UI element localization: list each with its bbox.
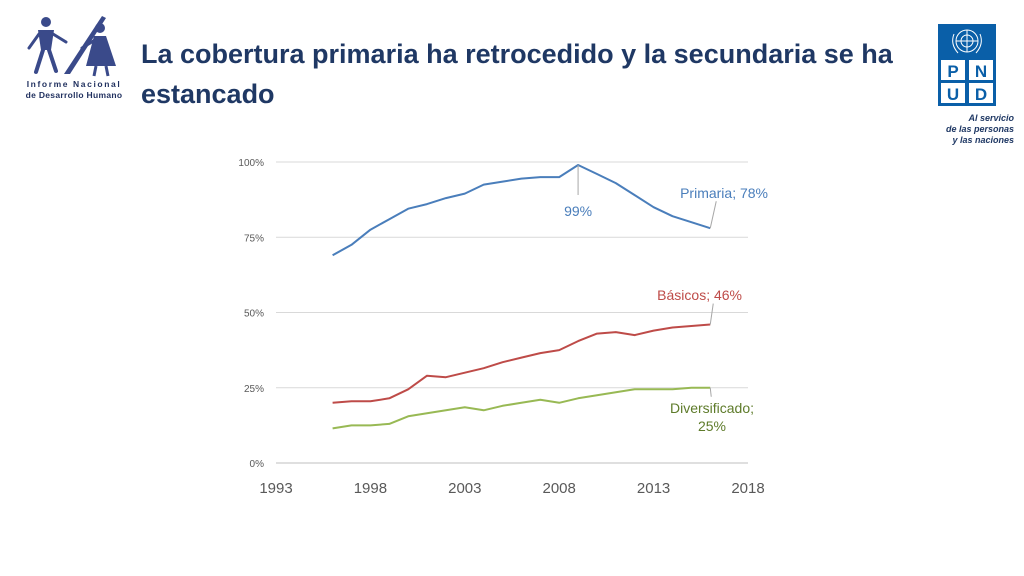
series-line-primaria — [332, 164, 711, 257]
y-tick-label: 25% — [244, 384, 264, 395]
undp-tagline-1: Al servicio — [968, 113, 1014, 123]
page-title: La cobertura primaria ha retrocedido y l… — [141, 39, 893, 109]
x-tick-label: 2018 — [731, 480, 764, 497]
y-tick-label: 100% — [238, 158, 264, 169]
leader-basicos — [709, 303, 714, 325]
x-axis-ticks: 1993 1998 2003 2008 2013 2018 — [259, 480, 764, 497]
y-tick-label: 0% — [250, 459, 265, 470]
x-tick-label: 1998 — [354, 480, 387, 497]
x-tick-label: 2013 — [637, 480, 670, 497]
label-leader-lines — [577, 165, 717, 397]
undp-emblem-icon: P N U D — [938, 24, 996, 106]
undp-tagline-3: y las naciones — [952, 135, 1014, 145]
indh-figures-icon — [27, 16, 116, 77]
x-tick-label: 1993 — [259, 480, 292, 497]
undp-logo: P N U D Al servicio de las personas y la… — [938, 24, 1014, 145]
x-tick-label: 2008 — [543, 480, 576, 497]
label-peak-99: 99% — [564, 203, 592, 219]
label-primaria: Primaria; 78% — [680, 185, 768, 201]
label-diversificado: Diversificado; — [670, 400, 754, 416]
series-line-basicos — [332, 323, 711, 404]
logo-text-line1: Informe Nacional — [26, 79, 122, 89]
chart-gridlines — [276, 161, 748, 464]
y-tick-label: 50% — [244, 309, 264, 320]
logo-text-line2: de Desarrollo Humano — [25, 90, 123, 100]
undp-letter-n: N — [975, 62, 987, 81]
series-line-diversificado — [332, 386, 711, 430]
data-labels: Primaria; 78% 99% Básicos; 46% Diversificad… — [564, 185, 768, 434]
label-basicos: Básicos; 46% — [657, 287, 742, 303]
undp-letter-d: D — [975, 85, 987, 104]
y-tick-label: 75% — [244, 233, 264, 244]
chart-series — [332, 164, 711, 430]
label-diversificado-value: 25% — [698, 418, 726, 434]
leader-diversificado — [709, 387, 712, 397]
undp-tagline: Al servicio de las personas y las nacion… — [924, 113, 1014, 146]
x-tick-label: 2003 — [448, 480, 481, 497]
y-axis-ticks: 0% 25% 50% 75% 100% — [238, 158, 264, 470]
undp-tagline-2: de las personas — [945, 124, 1014, 134]
indh-logo: Informe Nacional de Desarrollo Humano — [18, 14, 130, 102]
undp-letter-u: U — [947, 85, 959, 104]
undp-letter-p: P — [947, 62, 958, 81]
leader-primaria — [709, 201, 717, 229]
